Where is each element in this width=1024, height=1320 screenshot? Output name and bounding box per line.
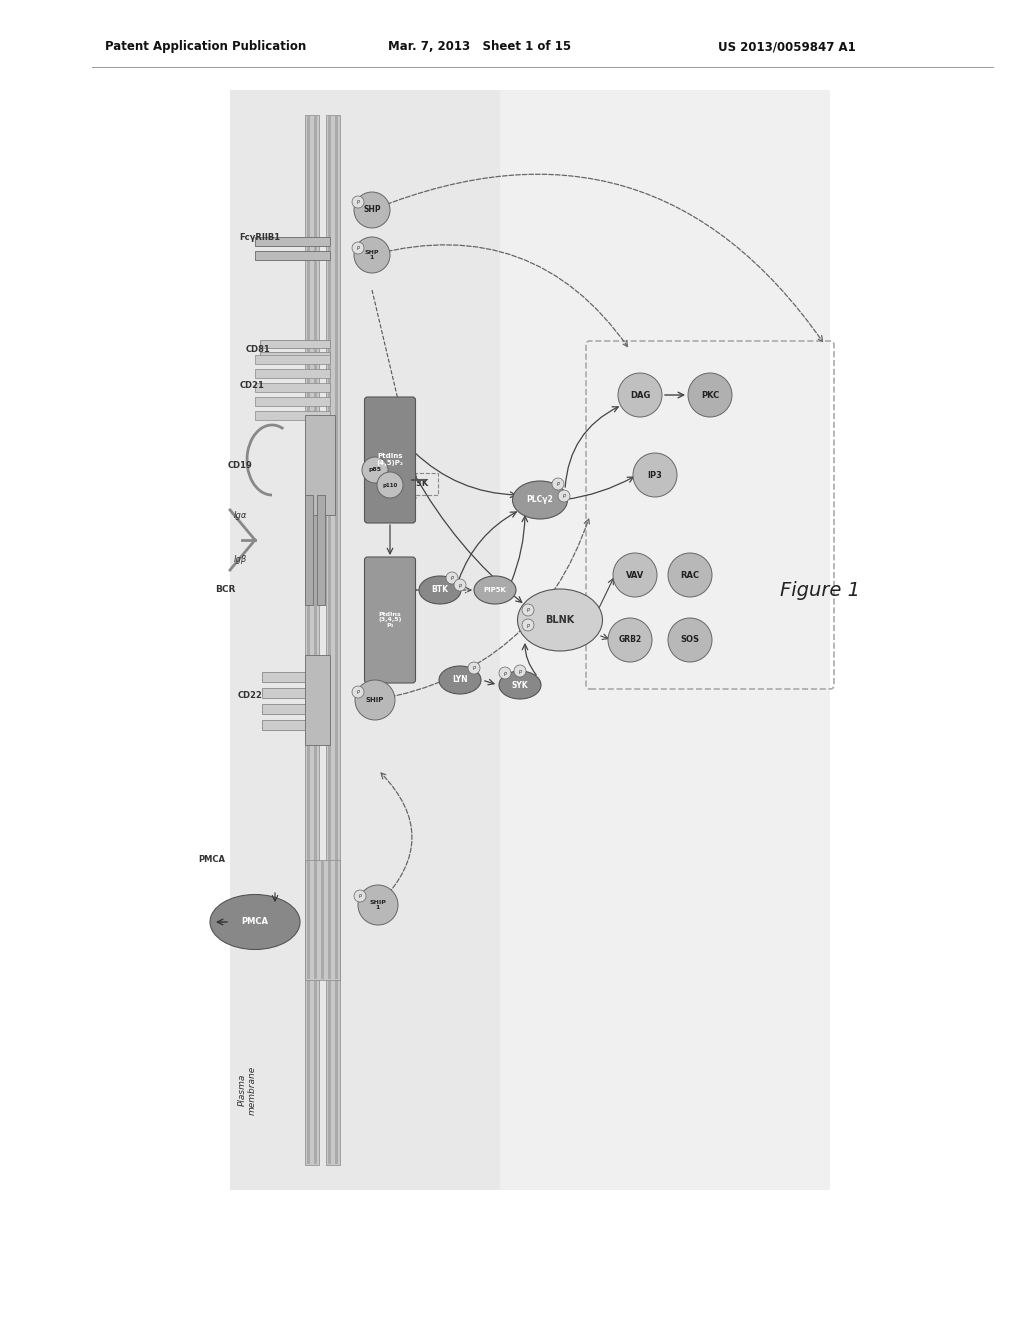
Text: CD81: CD81 [246,346,270,355]
Text: p: p [472,665,475,671]
Text: p: p [504,671,507,676]
Text: p: p [356,246,359,251]
FancyBboxPatch shape [365,397,416,523]
Bar [335,861,338,979]
Bar [317,495,325,605]
Bar [262,688,327,698]
Ellipse shape [352,242,364,253]
Text: BLNK: BLNK [546,615,574,624]
Bar [326,115,340,1166]
Bar [260,341,330,348]
Ellipse shape [362,457,388,483]
Bar [255,411,330,420]
Bar [305,495,313,605]
Bar [260,352,330,360]
Text: p: p [526,607,529,612]
Text: US 2013/0059847 A1: US 2013/0059847 A1 [718,40,856,53]
Ellipse shape [210,895,300,949]
Bar [305,861,340,979]
Text: p: p [518,668,521,673]
Text: SYK: SYK [512,681,528,689]
Bar [305,655,330,744]
Bar [321,861,324,979]
Ellipse shape [618,374,662,417]
Ellipse shape [668,553,712,597]
Bar [305,414,335,515]
Text: Plasma
membrane: Plasma membrane [238,1065,257,1114]
Bar [255,383,330,392]
Text: p: p [356,689,359,694]
Text: PtdIns
(3,4,5)
P₃: PtdIns (3,4,5) P₃ [378,611,401,628]
Text: VAV: VAV [626,570,644,579]
Text: CD19: CD19 [227,461,252,470]
Text: DAG: DAG [630,391,650,400]
Ellipse shape [688,374,732,417]
Bar [255,238,330,246]
Bar [500,90,830,1191]
Text: GRB2: GRB2 [618,635,642,644]
Text: CD21: CD21 [240,380,265,389]
Text: PKC: PKC [700,391,719,400]
Ellipse shape [608,618,652,663]
Ellipse shape [358,884,398,925]
Ellipse shape [355,680,395,719]
Text: LYN: LYN [453,676,468,685]
Bar [328,861,331,979]
Ellipse shape [446,572,458,583]
Ellipse shape [439,667,481,694]
Text: PIP5K: PIP5K [483,587,507,593]
Bar [307,116,309,1164]
Bar [398,473,438,495]
Ellipse shape [352,686,364,698]
Ellipse shape [512,480,567,519]
Ellipse shape [499,671,541,700]
Ellipse shape [552,478,564,490]
Bar [255,397,330,407]
Text: BCR: BCR [215,586,234,594]
Ellipse shape [419,576,461,605]
Text: Igα: Igα [233,511,247,520]
Text: p: p [562,494,565,499]
Text: p: p [556,482,559,487]
Text: BTK: BTK [431,586,449,594]
Ellipse shape [474,576,516,605]
Bar [305,115,319,1166]
Ellipse shape [454,579,466,591]
Text: CD22: CD22 [238,690,262,700]
Bar [314,116,316,1164]
Text: p: p [459,582,462,587]
Bar [230,90,830,1191]
Ellipse shape [633,453,677,498]
Text: p110: p110 [382,483,397,487]
Bar [335,116,338,1164]
Bar [262,672,327,682]
Ellipse shape [613,553,657,597]
Bar [307,861,309,979]
Bar [262,704,327,714]
Ellipse shape [558,490,570,502]
Text: PI3K: PI3K [408,479,429,488]
Bar [255,355,330,364]
Text: Figure 1: Figure 1 [780,581,860,599]
Ellipse shape [354,890,366,902]
Ellipse shape [522,605,534,616]
Text: SOS: SOS [681,635,699,644]
Text: IP3: IP3 [647,470,663,479]
Text: Mar. 7, 2013   Sheet 1 of 15: Mar. 7, 2013 Sheet 1 of 15 [388,40,571,53]
FancyBboxPatch shape [365,557,416,682]
Text: PMCA: PMCA [242,917,268,927]
Ellipse shape [377,473,403,498]
Ellipse shape [514,665,526,677]
Bar [314,861,316,979]
Text: PLCγ2: PLCγ2 [526,495,553,504]
Text: SHP
1: SHP 1 [365,249,379,260]
Ellipse shape [668,618,712,663]
Text: FcγRIIB1: FcγRIIB1 [239,234,280,243]
Text: Patent Application Publication: Patent Application Publication [105,40,306,53]
Bar [262,719,327,730]
Ellipse shape [468,663,480,675]
Text: PtdIns
(4,5)P₂: PtdIns (4,5)P₂ [377,454,403,466]
Text: p: p [358,894,361,899]
Text: SHIP: SHIP [366,697,384,704]
Ellipse shape [522,619,534,631]
